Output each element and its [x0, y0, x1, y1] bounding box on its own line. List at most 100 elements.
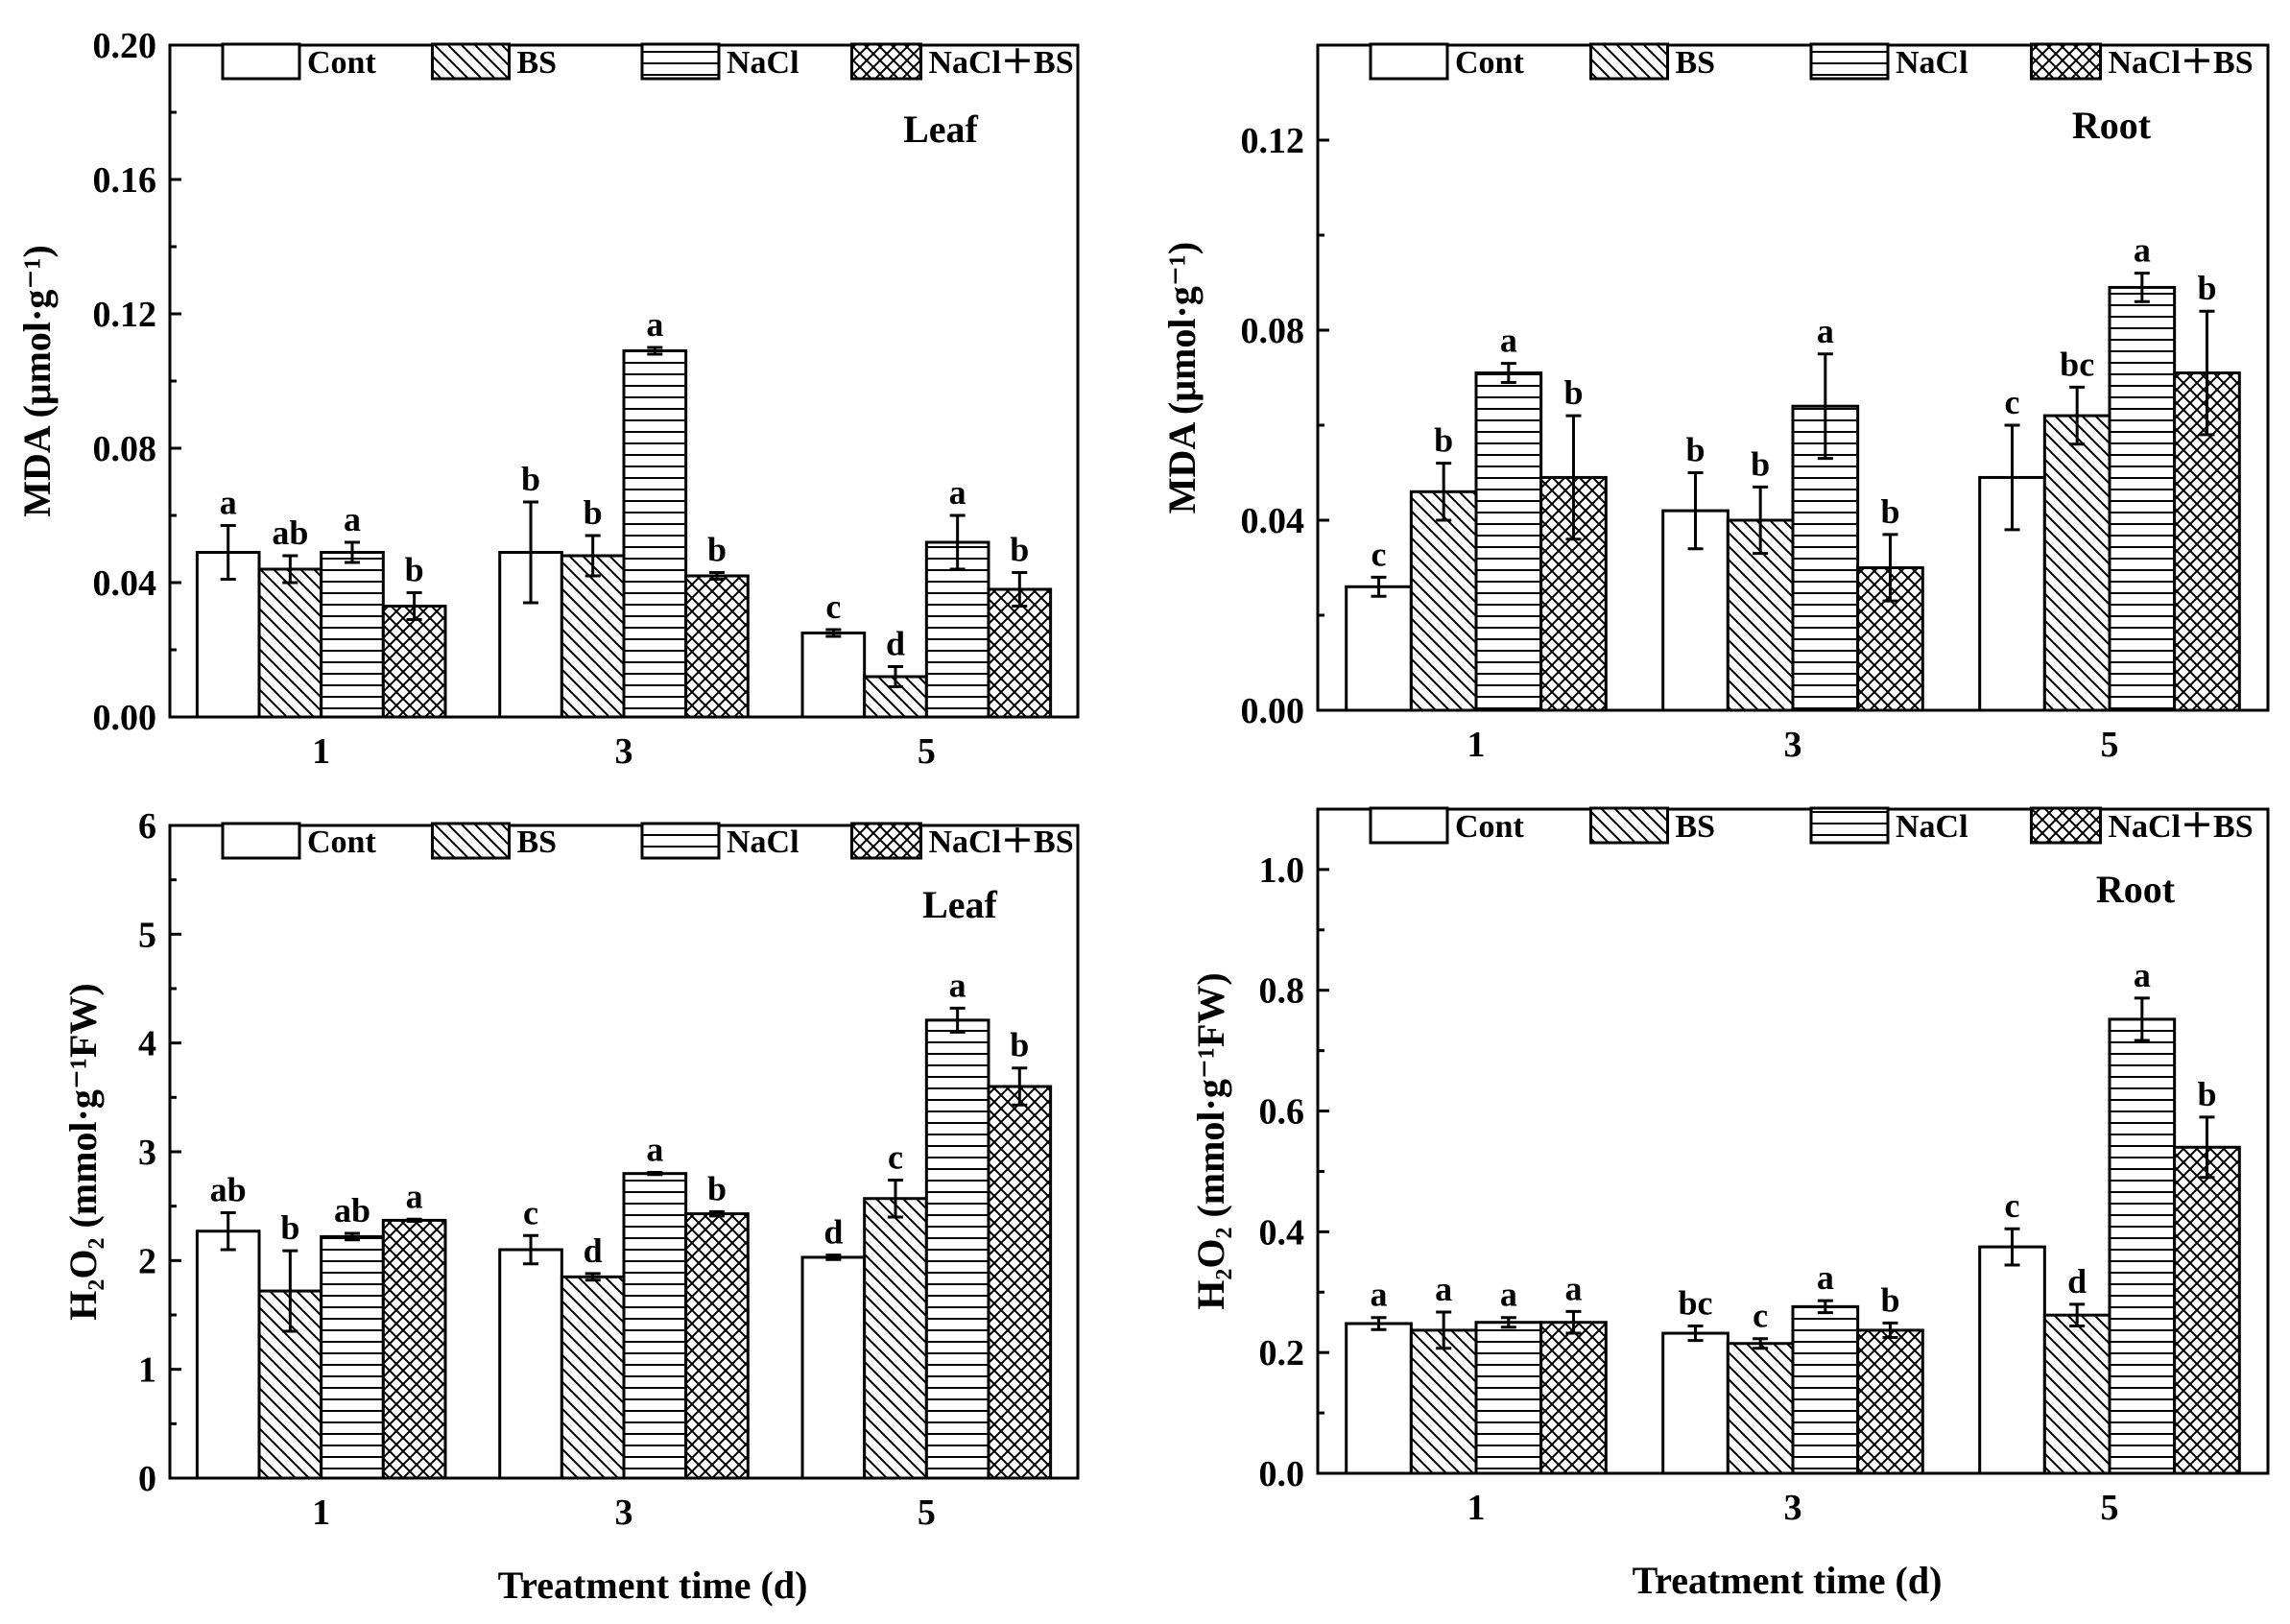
- significance-label: a: [2134, 231, 2151, 270]
- x-tick-label: 1: [312, 1493, 330, 1533]
- legend-label: Cont: [307, 45, 376, 81]
- error-bar: [2004, 423, 2020, 532]
- legend-swatch: [1809, 42, 1890, 81]
- y-tick-label: 1.0: [1259, 850, 1305, 891]
- significance-label: a: [949, 473, 966, 512]
- significance-label: c: [2005, 383, 2020, 421]
- significance-label: a: [1500, 322, 1517, 360]
- error-bar: [1436, 462, 1452, 522]
- x-tick-label: 5: [918, 1493, 936, 1533]
- legend-swatch: [221, 42, 301, 81]
- y-tick-label: 1: [138, 1350, 156, 1391]
- significance-label: b: [707, 531, 727, 569]
- significance-label: b: [1880, 492, 1899, 531]
- significance-label: a: [1564, 1269, 1582, 1307]
- bar-bs-day1: [1409, 1328, 1478, 1475]
- bar-bs-day3: [560, 554, 626, 719]
- y-tick-label: 0.4: [1259, 1212, 1305, 1253]
- x-tick-label: 5: [918, 731, 936, 772]
- bar-bs-day3: [560, 1275, 626, 1480]
- legend-swatch: [1809, 806, 1890, 845]
- error-bar: [949, 513, 966, 571]
- bar-nacl-day3: [622, 1172, 688, 1480]
- error-bar: [825, 628, 842, 638]
- legend-label: NaCl: [727, 45, 799, 81]
- bar-naclbs-day3: [1856, 1328, 1924, 1475]
- y-tick-label: 0.12: [1241, 121, 1305, 161]
- significance-label: ab: [210, 1170, 247, 1208]
- error-bar: [523, 500, 539, 605]
- bar-naclbs-day5: [987, 1085, 1053, 1480]
- legend-swatch: [2030, 806, 2102, 845]
- y-tick-label: 0.04: [93, 563, 157, 604]
- legend-label: NaCl: [1896, 45, 1968, 81]
- error-bar: [1371, 575, 1387, 598]
- error-bar: [949, 1006, 966, 1034]
- significance-label: b: [1563, 373, 1583, 412]
- bar-bs-day5: [863, 1197, 928, 1480]
- x-tick-label: 1: [1467, 725, 1486, 765]
- error-bar: [2004, 1227, 2020, 1267]
- significance-label: c: [825, 587, 841, 626]
- error-bar: [1371, 1316, 1387, 1331]
- panel-mda-root: 0.00 0.04 0.08 0.12 MDA (μmol·g⁻¹) 1 c b a b 3 b b a b…: [1160, 42, 2270, 765]
- error-bar: [1500, 362, 1516, 384]
- error-bar: [647, 1171, 663, 1177]
- error-bar: [1565, 1309, 1582, 1335]
- significance-label: a: [1817, 312, 1834, 350]
- significance-label: b: [584, 493, 603, 532]
- error-bar: [888, 665, 904, 688]
- legend-label: Cont: [1455, 809, 1524, 845]
- y-axis-title: H₂O₂ (mmol·g⁻¹FW): [61, 983, 105, 1320]
- bar-bs-day3: [1726, 1342, 1795, 1475]
- error-bar: [1753, 485, 1769, 556]
- significance-label: a: [1371, 1276, 1388, 1314]
- error-bar: [708, 571, 725, 581]
- error-bar: [1687, 471, 1704, 551]
- significance-label: ab: [272, 513, 308, 552]
- y-tick-label: 3: [138, 1133, 156, 1173]
- significance-label: bc: [2060, 345, 2094, 383]
- legend-swatch: [431, 822, 511, 860]
- bar-cont-day5: [800, 1255, 867, 1480]
- legend-label: Cont: [307, 824, 376, 860]
- legend-label: NaCl: [1896, 809, 1968, 845]
- significance-label: bc: [1679, 1284, 1713, 1323]
- x-tick-label: 3: [1784, 1488, 1802, 1528]
- panel-h2o2-root: 0.0 0.2 0.4 0.6 0.8 1.0 H₂O₂ (mmol·g⁻¹FW) 1 a a a a…: [1189, 806, 2270, 1528]
- bar-naclbs-day3: [684, 574, 750, 719]
- error-bar: [2134, 996, 2150, 1042]
- y-tick-label: 5: [138, 915, 156, 955]
- legend-swatch: [640, 822, 721, 860]
- error-bar: [523, 1233, 539, 1266]
- legend-label: BS: [1676, 45, 1716, 81]
- bar-naclbs-day3: [684, 1212, 750, 1480]
- error-bar: [344, 1231, 360, 1242]
- y-tick-label: 0.0: [1259, 1454, 1305, 1494]
- error-bar: [1012, 1066, 1028, 1107]
- error-bar: [1817, 1299, 1833, 1315]
- error-bar: [406, 1217, 422, 1224]
- y-tick-label: 0.16: [93, 160, 157, 201]
- y-tick-label: 4: [138, 1024, 156, 1064]
- bar-nacl-day1: [320, 551, 385, 719]
- y-axis-title: MDA (μmol·g⁻¹): [1160, 242, 1204, 514]
- y-axis-title: MDA (μmol·g⁻¹): [15, 245, 59, 517]
- x-tick-label: 1: [312, 731, 330, 772]
- error-bar: [2199, 309, 2215, 437]
- y-axis-title: H₂O₂ (mmol·g⁻¹FW): [1189, 972, 1232, 1309]
- x-axis-title-right: Treatment time (d): [1633, 1559, 1943, 1602]
- x-tick-label: 3: [615, 731, 633, 772]
- legend-label: BS: [517, 824, 558, 860]
- error-bar: [1565, 414, 1582, 541]
- y-tick-label: 0.12: [93, 295, 157, 335]
- error-bar: [344, 540, 360, 564]
- bar-naclbs-day1: [381, 605, 447, 719]
- significance-label: c: [1372, 535, 1387, 573]
- bar-cont-day5: [800, 632, 867, 719]
- legend-swatch: [2030, 42, 2102, 81]
- error-bar: [1882, 533, 1898, 603]
- x-tick-label: 5: [2101, 1488, 2119, 1528]
- x-tick-label: 1: [1467, 1488, 1486, 1528]
- significance-label: c: [1753, 1297, 1768, 1335]
